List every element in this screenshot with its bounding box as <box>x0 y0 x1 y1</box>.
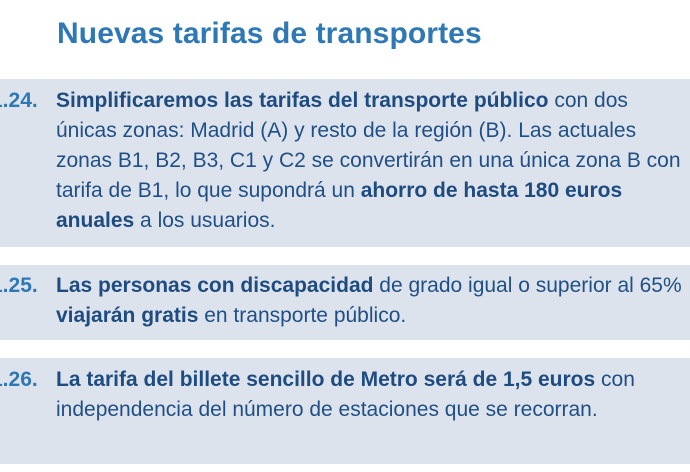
item-text: La tarifa del billete sencillo de Metro … <box>56 365 682 425</box>
item-text-bold: Simplificaremos las tarifas del transpor… <box>56 89 549 112</box>
item-text-regular: con independencia del número de estacion… <box>56 368 635 421</box>
item-number: 1.24. <box>0 89 38 112</box>
item-text-regular: de grado igual o superior al 65% <box>373 274 682 297</box>
item-text-regular: a los usuarios. <box>134 209 276 232</box>
item-text-bold: Las personas con discapacidad <box>56 274 374 297</box>
item-text-bold: ahorro de hasta 180 euros anuales <box>56 179 623 232</box>
list-item: 1.24. Simplificaremos las tarifas del tr… <box>0 79 690 247</box>
item-text-bold: viajarán gratis <box>56 304 199 327</box>
item-text: Las personas con discapacidad de grado i… <box>56 271 682 331</box>
page-title: Nuevas tarifas de transportes <box>57 17 482 50</box>
item-text-regular: en transporte público. <box>198 304 407 327</box>
list-item: 1.26. La tarifa del billete sencillo de … <box>0 358 690 464</box>
item-text: Simplificaremos las tarifas del transpor… <box>56 86 682 236</box>
list-item: 1.25. Las personas con discapacidad de g… <box>0 265 690 340</box>
item-number: 1.25. <box>0 274 38 297</box>
item-text-bold: La tarifa del billete sencillo de Metro … <box>56 368 596 391</box>
item-text-regular: con dos únicas zonas: Madrid (A) y resto… <box>56 89 681 202</box>
item-number: 1.26. <box>0 368 38 391</box>
